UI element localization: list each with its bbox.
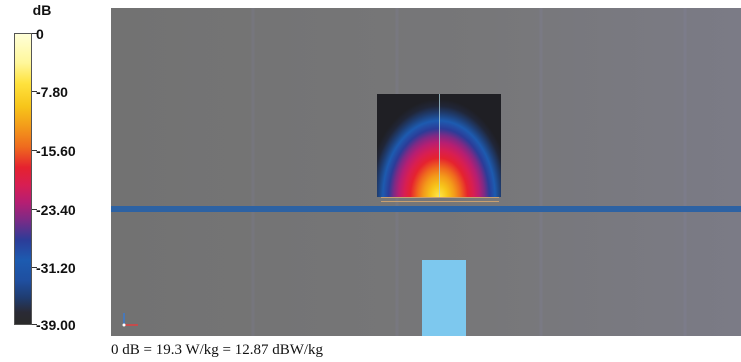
sar-field-plot — [111, 8, 741, 336]
colorbar-tick-label-3: -23.40 — [36, 202, 76, 218]
colorbar-tick — [32, 209, 37, 210]
colorbar-tick — [32, 150, 37, 151]
colorbar-tick-label-4: -31.20 — [36, 260, 76, 276]
phantom-base-outline — [381, 197, 499, 202]
colorbar-tick-label-2: -15.60 — [36, 143, 76, 159]
colorbar-tick — [32, 33, 37, 34]
axes-orientation-icon — [122, 313, 138, 327]
sar-heatmap-region — [377, 94, 501, 197]
colorbar-tick-label-0: 0 — [36, 26, 44, 42]
colorbar-tick — [32, 267, 37, 268]
colorbar-tick — [32, 91, 37, 92]
colorbar-tick-label-1: -7.80 — [36, 84, 68, 100]
colorbar-gradient — [14, 33, 32, 325]
colorbar-tick — [32, 324, 37, 325]
horizontal-overlay-line — [111, 206, 741, 212]
probe-block — [422, 260, 466, 336]
center-line — [439, 94, 440, 197]
colorbar-unit-label: dB — [32, 2, 52, 18]
colorbar-tick-label-5: -39.00 — [36, 317, 76, 333]
reference-footnote: 0 dB = 19.3 W/kg = 12.87 dBW/kg — [111, 342, 324, 358]
